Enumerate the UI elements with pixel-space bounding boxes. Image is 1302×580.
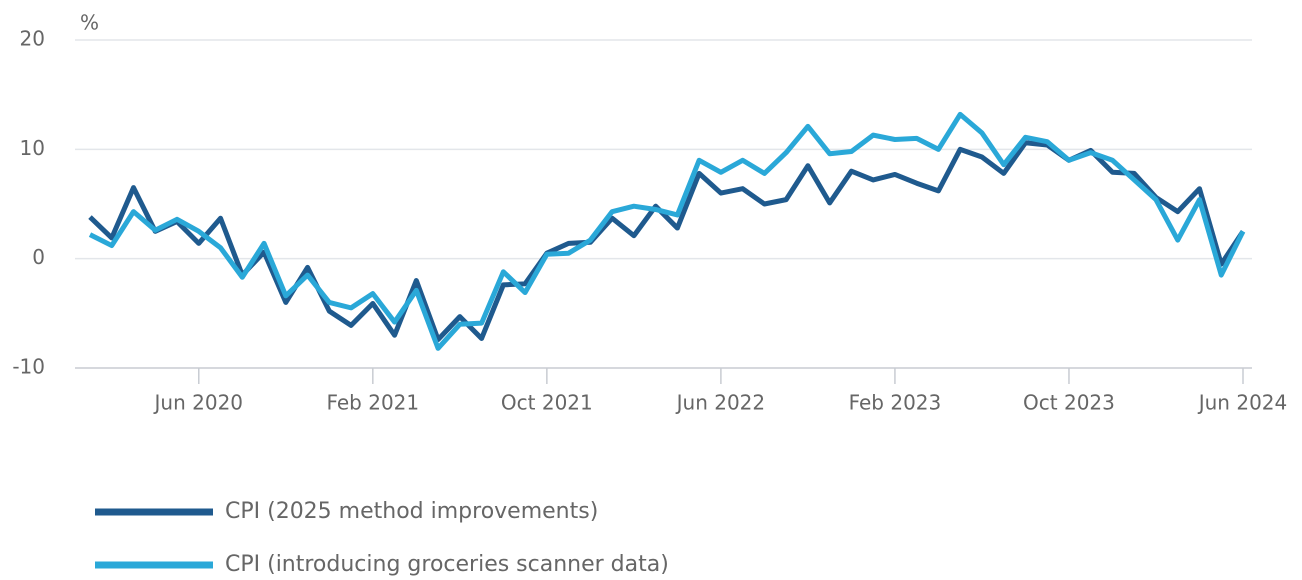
y-tick-label: -10 — [12, 355, 45, 379]
legend-label: CPI (introducing groceries scanner data) — [225, 552, 669, 577]
x-tick-label: Oct 2021 — [501, 391, 593, 415]
x-tick-label: Jun 2022 — [675, 391, 766, 415]
x-tick-label: Feb 2023 — [849, 391, 942, 415]
x-tick-label: Oct 2023 — [1023, 391, 1115, 415]
y-axis-label: % — [80, 11, 99, 35]
y-tick-label: 20 — [20, 27, 45, 51]
x-tick-label: Feb 2021 — [326, 391, 419, 415]
legend-label: CPI (2025 method improvements) — [225, 499, 598, 524]
y-tick-label: 0 — [32, 245, 45, 269]
x-tick-label: Jun 2020 — [153, 391, 244, 415]
x-tick-label: Jun 2024 — [1197, 391, 1288, 415]
y-tick-label: 10 — [20, 136, 45, 160]
series-line — [88, 111, 1246, 351]
